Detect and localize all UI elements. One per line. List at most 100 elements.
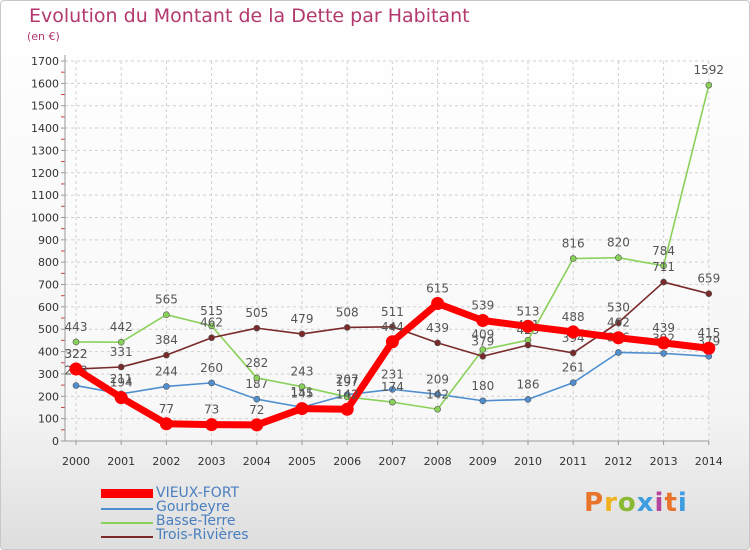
data-label: 511 <box>381 305 404 319</box>
data-point <box>340 402 354 416</box>
data-point <box>434 405 441 413</box>
data-point <box>250 418 264 432</box>
data-point <box>343 324 351 331</box>
logo-letter: i <box>677 488 688 518</box>
legend-item-basse-terre: Basse-Terre <box>101 513 321 529</box>
chart-unit: (en €) <box>27 30 60 43</box>
logo-letter: t <box>664 488 678 518</box>
x-tick-label: 2003 <box>198 455 226 468</box>
data-label: 244 <box>155 364 178 378</box>
data-label: 539 <box>471 299 494 313</box>
data-label: 194 <box>110 376 133 390</box>
data-label: 231 <box>381 367 404 381</box>
data-label: 282 <box>245 356 268 370</box>
legend: VIEUX-FORT Gourbeyre Basse-Terre Trois-R… <box>101 485 321 543</box>
data-point <box>615 319 622 326</box>
data-point <box>660 262 667 270</box>
data-label: 820 <box>607 236 630 250</box>
data-point <box>159 417 173 431</box>
x-tick-label: 2005 <box>288 455 316 468</box>
data-point <box>253 395 261 403</box>
data-label: 513 <box>517 304 540 318</box>
data-label: 174 <box>381 380 404 394</box>
logo-letter: o <box>617 488 637 518</box>
data-label: 442 <box>110 320 133 334</box>
data-label: 515 <box>200 304 223 318</box>
y-tick-label: 0 <box>52 435 59 448</box>
data-label: 439 <box>426 321 449 335</box>
data-point <box>298 330 306 338</box>
legend-label: VIEUX-FORT <box>156 485 240 501</box>
data-label: 186 <box>517 377 540 391</box>
data-label: 209 <box>426 372 449 386</box>
data-label: 261 <box>562 361 585 375</box>
data-label: 444 <box>381 320 404 334</box>
data-label: 145 <box>291 387 314 401</box>
x-tick-label: 2006 <box>333 455 361 468</box>
data-point <box>72 338 80 346</box>
x-tick-label: 2008 <box>424 455 452 468</box>
legend-swatch <box>101 489 153 498</box>
data-point <box>569 349 577 357</box>
data-point <box>660 278 667 286</box>
data-point <box>114 391 128 405</box>
y-tick-label: 500 <box>38 323 59 336</box>
data-label: 379 <box>471 334 494 348</box>
data-label: 462 <box>200 316 223 330</box>
data-point <box>205 418 219 432</box>
data-label: 384 <box>155 333 178 347</box>
y-tick-label: 300 <box>38 368 59 381</box>
proxiti-logo: Proxiti <box>584 488 688 518</box>
data-label: 142 <box>336 387 359 401</box>
legend-label: Basse-Terre <box>156 513 236 529</box>
data-label: 211 <box>110 372 133 386</box>
data-point <box>298 383 306 390</box>
legend-label: Trois-Rivières <box>156 527 249 543</box>
data-label: 197 <box>336 375 359 389</box>
y-tick-label: 900 <box>38 234 59 247</box>
data-point <box>524 396 532 403</box>
y-tick-label: 1600 <box>31 77 59 90</box>
y-tick-label: 1400 <box>31 122 59 135</box>
y-tick-label: 200 <box>38 390 59 403</box>
data-point <box>163 311 170 319</box>
data-label: 505 <box>245 306 268 320</box>
data-label: 322 <box>65 347 88 361</box>
data-label: 1592 <box>694 63 725 77</box>
legend-label: Gourbeyre <box>156 499 230 515</box>
data-point <box>69 362 83 376</box>
data-point <box>705 290 713 297</box>
data-point <box>657 336 671 350</box>
chart-title: Evolution du Montant de la Dette par Hab… <box>29 5 470 27</box>
x-tick-label: 2013 <box>650 455 678 468</box>
data-label: 565 <box>155 293 178 307</box>
data-point <box>253 324 261 332</box>
data-point <box>566 325 580 339</box>
data-point <box>660 350 667 357</box>
data-label: 73 <box>204 403 219 417</box>
data-label: 331 <box>110 345 133 359</box>
y-tick-label: 1500 <box>31 100 59 113</box>
data-label: 180 <box>471 379 494 393</box>
legend-item-vieux-fort: VIEUX-FORT <box>101 485 321 501</box>
y-tick-label: 600 <box>38 301 59 314</box>
legend-swatch <box>101 522 153 524</box>
logo-letter: x <box>636 488 655 518</box>
x-tick-label: 2014 <box>695 455 723 468</box>
data-point <box>208 334 215 342</box>
x-tick-label: 2010 <box>514 455 542 468</box>
x-tick-label: 2011 <box>559 455 587 468</box>
data-label: 508 <box>336 305 359 319</box>
data-point <box>343 393 351 401</box>
y-tick-label: 1000 <box>31 211 59 224</box>
logo-letter: i <box>654 488 665 518</box>
y-tick-label: 1100 <box>31 189 59 202</box>
data-point <box>389 398 396 406</box>
data-point <box>389 386 396 393</box>
data-point <box>702 341 716 355</box>
legend-item-gourbeyre: Gourbeyre <box>101 499 321 515</box>
data-point <box>208 322 215 330</box>
data-label: 530 <box>607 301 630 315</box>
